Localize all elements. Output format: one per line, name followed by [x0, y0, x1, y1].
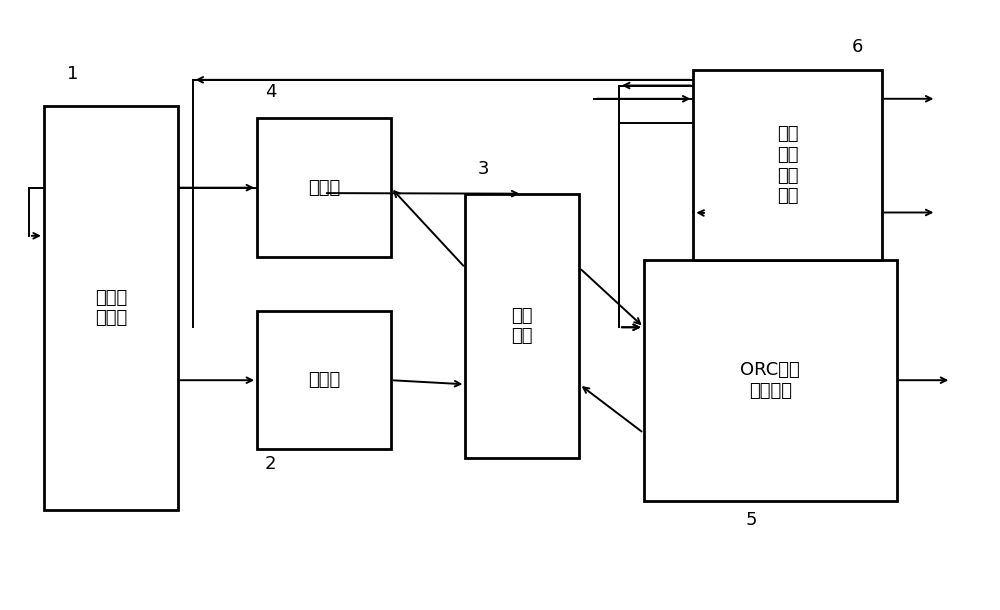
Text: 2: 2 [265, 454, 276, 473]
Bar [693, 70, 882, 260]
Bar [257, 311, 391, 450]
Bar [257, 118, 391, 257]
Text: 储热罐: 储热罐 [308, 371, 340, 389]
Text: 6: 6 [852, 38, 863, 56]
Bar [44, 107, 178, 509]
Text: 1: 1 [67, 65, 78, 84]
Text: 5: 5 [746, 511, 757, 529]
Text: 3: 3 [478, 160, 490, 178]
Bar [644, 260, 897, 501]
Text: 余热
型渴
化锂
机组: 余热 型渴 化锂 机组 [777, 125, 798, 206]
Text: ORC余热
发电机组: ORC余热 发电机组 [740, 361, 800, 400]
Text: 储冷罐: 储冷罐 [308, 179, 340, 196]
Bar [465, 194, 579, 459]
Text: 太阳能
集热板: 太阳能 集热板 [95, 289, 127, 328]
Text: 换热
装置: 换热 装置 [512, 307, 533, 345]
Text: 4: 4 [265, 84, 276, 101]
